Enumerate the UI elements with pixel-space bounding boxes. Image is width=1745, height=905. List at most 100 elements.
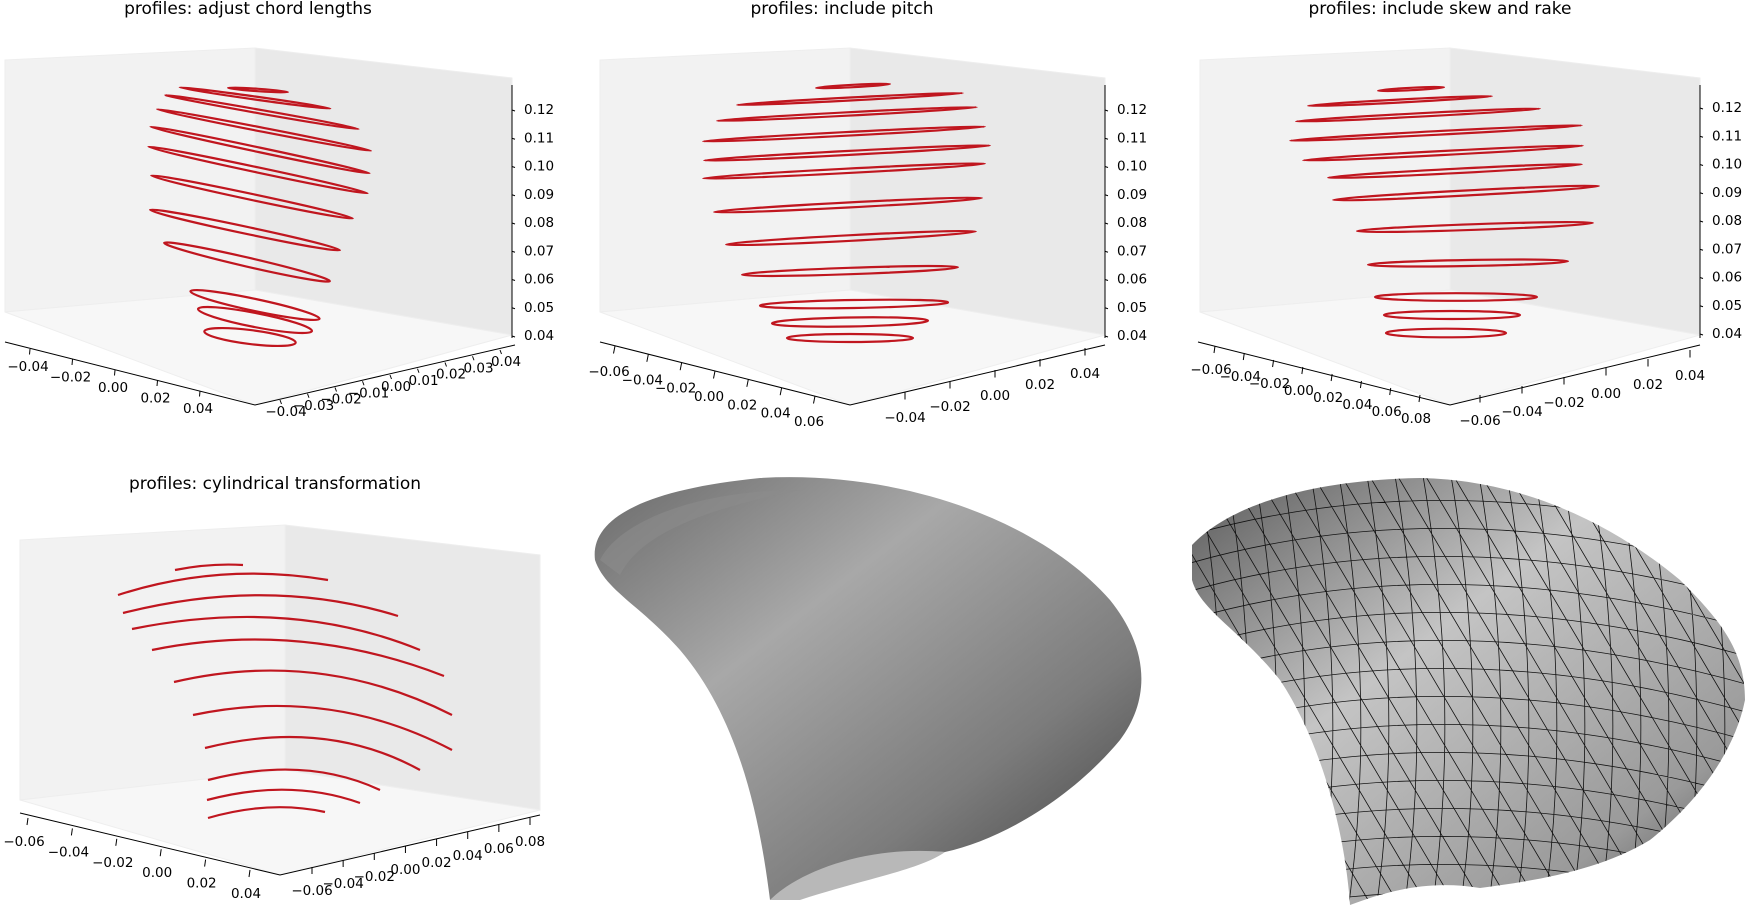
panel-1-title: profiles: adjust chord lengths — [124, 0, 372, 19]
p3-xt-label-0: −0.06 — [1190, 362, 1231, 378]
p1-xt-mark-3 — [156, 380, 158, 387]
p3-xt-label-5: 0.04 — [1342, 397, 1372, 413]
p2-zt-label-3: 0.07 — [1117, 243, 1147, 259]
p2-xt-label-5: 0.04 — [761, 406, 791, 422]
panel-2-axes: −0.06−0.04−0.020.000.020.040.06 −0.04−0.… — [588, 47, 1147, 430]
p1-zt-mark-1 — [511, 307, 516, 310]
p3-zt-mark-2 — [1699, 277, 1704, 279]
panel-2-z-ticks: 0.04 0.05 0.06 0.07 0.08 0.09 0.10 0.11 0.12 — [1104, 102, 1147, 344]
p1-zt-mark-5 — [511, 194, 516, 197]
p3-profile-11 — [1384, 327, 1508, 339]
p1-zt-label-1: 0.05 — [524, 300, 554, 316]
smooth-surface-body — [594, 477, 1142, 900]
panel-1-x-ticks: −0.04−0.02 0.00 0.02 0.04 — [7, 348, 213, 417]
p1-zt-mark-0 — [511, 335, 516, 338]
p1-yt-label-1: −0.03 — [293, 398, 334, 414]
p2-yt-label-1: −0.02 — [929, 399, 970, 415]
p2-xt-mark-1 — [646, 354, 649, 362]
p1-yt-label-2: −0.02 — [320, 392, 361, 408]
p2-profile-11 — [785, 332, 915, 344]
p4-xt-mark-2 — [115, 838, 118, 846]
p3-zt-label-0: 0.04 — [1712, 326, 1742, 342]
p1-yt-mark-5 — [417, 368, 420, 373]
p1-yt-mark-4 — [389, 374, 392, 380]
p3-zt-mark-4 — [1699, 220, 1704, 223]
p1-zt-mark-3 — [511, 250, 516, 253]
p3-xt-label-2: −0.02 — [1249, 376, 1290, 392]
p3-zt-label-8: 0.12 — [1712, 100, 1742, 116]
p3-yt-label-5: 0.04 — [1675, 368, 1705, 384]
panel-3-axis-lines — [1197, 341, 1701, 406]
p1-zt-mark-2 — [511, 279, 516, 281]
p2-xt-mark-6 — [813, 395, 816, 404]
p3-xt-mark-4 — [1330, 373, 1333, 382]
p1-xt-label-1: −0.02 — [50, 370, 91, 386]
panel-2-axis-lines — [599, 341, 1106, 406]
panel-4-profile-6 — [192, 704, 453, 751]
p1-profile-3 — [155, 108, 373, 152]
p2-xt-mark-4 — [746, 379, 749, 387]
p2-zt-mark-0 — [1104, 335, 1109, 338]
panel-3-z-ticks: 0.04 0.05 0.06 0.07 0.08 0.09 0.10 0.11 0.12 — [1699, 100, 1742, 342]
p2-xt-mark-3 — [713, 370, 716, 379]
p1-xt-mark-2 — [114, 369, 116, 376]
p3-zt-mark-1 — [1699, 305, 1704, 308]
p3-yt-label-0: −0.06 — [1459, 413, 1500, 429]
p4-xt-mark-0 — [26, 817, 29, 826]
panel-4-title: profiles: cylindrical transformation — [129, 474, 421, 494]
panel-5-smooth-blade-surface — [594, 477, 1142, 900]
p3-zt-mark-3 — [1699, 248, 1704, 251]
p4-xt-label-3: 0.00 — [142, 865, 172, 881]
p2-profile-9 — [758, 298, 950, 310]
p2-zt-label-8: 0.12 — [1117, 102, 1147, 118]
p4-xt-label-0: −0.06 — [3, 834, 44, 850]
p3-profile-6 — [1332, 184, 1600, 202]
p3-profile-8 — [1366, 258, 1570, 268]
p1-yt-label-5: 0.01 — [408, 373, 438, 389]
p3-zt-label-6: 0.10 — [1712, 157, 1742, 173]
p2-xt-label-2: −0.02 — [655, 381, 696, 397]
p3-zt-label-2: 0.06 — [1712, 270, 1742, 286]
p3-zt-mark-0 — [1699, 333, 1704, 336]
p1-yt-mark-0 — [279, 399, 282, 405]
p4-xt-mark-5 — [248, 869, 251, 878]
panel-2-title: profiles: include pitch — [751, 0, 934, 19]
p1-xt-mark-4 — [199, 390, 201, 397]
p2-xt-label-4: 0.02 — [727, 397, 757, 413]
p4-yt-label-7: 0.08 — [515, 834, 545, 850]
panel-1-y-ticks: −0.04−0.03−0.02−0.010.000.010.020.030.04 — [265, 349, 521, 420]
panel-3-x-ticks: −0.06−0.04−0.020.00 0.02 0.04 0.06 0.08 — [1190, 345, 1431, 427]
panel-3-title: profiles: include skew and rake — [1308, 0, 1571, 19]
p1-yt-mark-1 — [307, 393, 310, 398]
p3-profile-9 — [1373, 292, 1539, 302]
p3-profile-1 — [1307, 94, 1493, 108]
panel-1-pane-side — [254, 47, 513, 336]
p1-xt-label-3: 0.02 — [140, 391, 170, 407]
p3-xt-label-7: 0.08 — [1401, 411, 1431, 427]
p3-zt-label-1: 0.05 — [1712, 298, 1742, 314]
p1-profile-7 — [149, 208, 341, 252]
p2-zt-label-5: 0.09 — [1117, 187, 1147, 203]
p1-yt-label-7: 0.03 — [463, 360, 493, 376]
panel-4-profile-0 — [174, 563, 244, 572]
p2-profile-7 — [725, 229, 977, 247]
panel-4-profile-3 — [131, 615, 421, 652]
p1-zt-mark-6 — [511, 166, 516, 168]
p3-xt-label-1: −0.04 — [1220, 369, 1261, 385]
panel-4-axes: −0.06−0.04−0.020.000.020.04 −0.06−0.04−0… — [3, 524, 545, 902]
p3-yt-label-1: −0.04 — [1501, 404, 1542, 420]
p2-yt-label-0: −0.04 — [884, 410, 925, 426]
p1-zt-label-4: 0.08 — [524, 215, 554, 231]
p4-yt-label-4: 0.02 — [422, 855, 452, 871]
p1-yt-mark-3 — [362, 381, 365, 386]
p4-xt-mark-1 — [70, 828, 73, 836]
p2-profile-4 — [703, 144, 991, 162]
p3-zt-label-3: 0.07 — [1712, 241, 1742, 257]
p2-zt-mark-7 — [1104, 137, 1109, 140]
p1-profile-8 — [163, 241, 331, 283]
p3-zt-label-7: 0.11 — [1712, 128, 1742, 144]
p2-profile-10 — [770, 316, 930, 328]
p1-zt-label-0: 0.04 — [524, 328, 554, 344]
p3-xt-mark-5 — [1359, 380, 1362, 389]
p2-zt-mark-1 — [1104, 307, 1109, 310]
